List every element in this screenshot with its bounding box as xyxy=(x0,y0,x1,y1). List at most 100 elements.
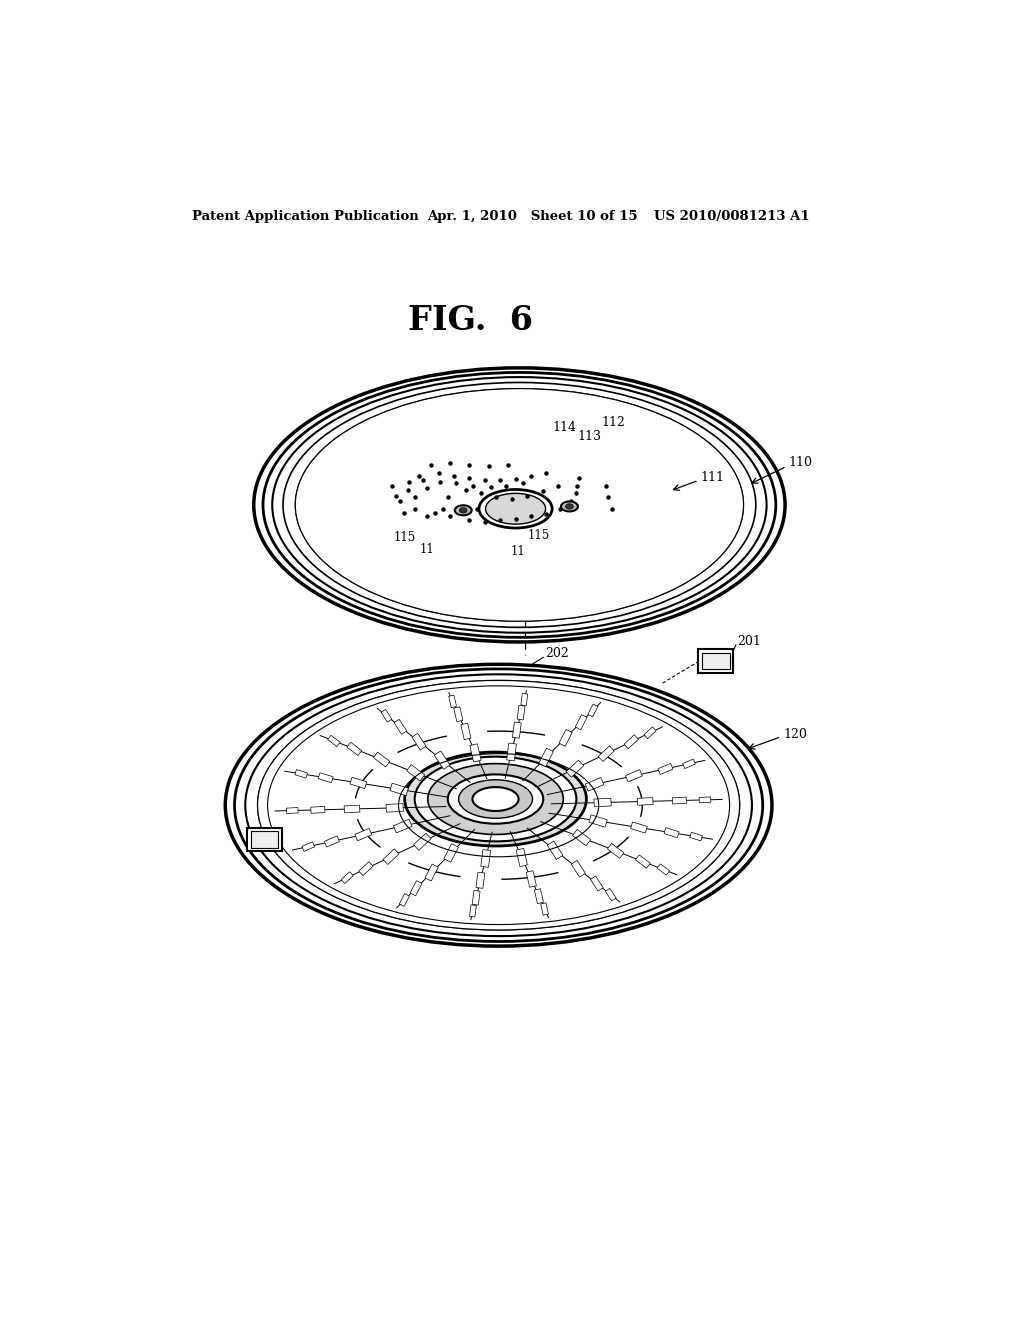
Text: 113: 113 xyxy=(578,430,601,444)
Bar xyxy=(383,849,399,865)
Bar xyxy=(399,894,410,907)
Text: 11: 11 xyxy=(420,543,435,556)
Bar xyxy=(637,797,653,805)
Ellipse shape xyxy=(479,490,552,528)
Text: 114: 114 xyxy=(553,421,577,434)
Bar xyxy=(591,876,603,891)
Bar xyxy=(607,843,624,858)
Bar xyxy=(626,770,642,781)
Text: 120: 120 xyxy=(783,727,807,741)
Bar xyxy=(566,760,584,777)
Bar xyxy=(535,888,544,904)
Bar xyxy=(636,855,650,869)
Ellipse shape xyxy=(447,775,544,824)
Bar xyxy=(512,722,521,738)
Ellipse shape xyxy=(561,502,578,511)
Ellipse shape xyxy=(428,763,563,834)
Bar xyxy=(631,822,647,833)
Bar xyxy=(598,746,614,762)
Bar xyxy=(328,735,340,747)
Bar xyxy=(341,871,353,883)
Ellipse shape xyxy=(459,780,532,818)
Bar xyxy=(449,696,457,708)
Bar xyxy=(374,752,390,767)
Bar xyxy=(325,836,339,847)
Text: 115: 115 xyxy=(394,531,416,544)
FancyBboxPatch shape xyxy=(698,649,733,673)
Ellipse shape xyxy=(258,681,739,929)
Bar xyxy=(541,903,549,915)
Bar xyxy=(425,865,438,880)
Bar xyxy=(381,709,392,722)
Bar xyxy=(624,735,638,748)
Bar xyxy=(507,743,516,760)
Bar xyxy=(547,841,563,859)
Ellipse shape xyxy=(415,756,577,841)
Bar xyxy=(311,807,325,813)
Bar xyxy=(586,777,604,791)
Bar xyxy=(472,891,480,906)
Bar xyxy=(355,829,372,841)
Ellipse shape xyxy=(565,504,573,510)
Bar xyxy=(539,748,553,767)
Bar xyxy=(588,704,598,717)
Text: US 2010/0081213 A1: US 2010/0081213 A1 xyxy=(654,210,810,223)
Text: 111: 111 xyxy=(700,471,724,484)
Bar xyxy=(559,730,572,746)
Text: 11: 11 xyxy=(511,545,525,557)
Bar xyxy=(394,719,407,734)
Bar xyxy=(390,783,409,796)
Bar xyxy=(683,759,695,768)
Text: 202: 202 xyxy=(368,851,391,865)
Bar xyxy=(443,843,459,862)
Text: Patent Application Publication: Patent Application Publication xyxy=(193,210,419,223)
Bar xyxy=(571,861,586,876)
Bar xyxy=(575,714,587,730)
Bar xyxy=(347,742,361,755)
Bar xyxy=(318,772,333,783)
Ellipse shape xyxy=(455,506,472,515)
Ellipse shape xyxy=(295,388,743,622)
Bar xyxy=(407,764,425,781)
Bar xyxy=(664,828,679,838)
Bar xyxy=(434,751,450,770)
Ellipse shape xyxy=(460,508,467,513)
Bar xyxy=(481,850,490,867)
Bar xyxy=(358,862,373,875)
Bar xyxy=(411,880,422,896)
FancyBboxPatch shape xyxy=(701,653,730,669)
Text: FIG.  6: FIG. 6 xyxy=(408,304,532,337)
Bar xyxy=(517,705,525,719)
Bar xyxy=(521,693,527,706)
Bar xyxy=(302,842,314,851)
Bar xyxy=(605,888,616,902)
Bar xyxy=(470,743,481,762)
Bar xyxy=(572,829,591,846)
Text: 202: 202 xyxy=(545,647,568,660)
Bar xyxy=(470,904,476,917)
Bar xyxy=(454,706,463,722)
Bar xyxy=(589,814,607,828)
Bar xyxy=(594,799,611,807)
Ellipse shape xyxy=(472,787,518,810)
Bar xyxy=(393,820,412,833)
Text: 110: 110 xyxy=(788,455,813,469)
Ellipse shape xyxy=(295,388,743,622)
Bar xyxy=(386,804,403,812)
Bar xyxy=(657,763,673,775)
Bar xyxy=(350,777,367,788)
Bar xyxy=(516,849,527,867)
Bar xyxy=(461,723,471,739)
Bar xyxy=(699,797,711,803)
Bar xyxy=(644,727,656,739)
Bar xyxy=(657,863,670,875)
Bar xyxy=(414,833,431,850)
Bar xyxy=(690,833,702,841)
Bar xyxy=(673,797,686,804)
Text: 201: 201 xyxy=(255,828,280,841)
Ellipse shape xyxy=(225,664,772,946)
Bar xyxy=(287,808,298,813)
Text: 115: 115 xyxy=(528,529,550,543)
Text: 112: 112 xyxy=(602,416,626,429)
Ellipse shape xyxy=(404,752,587,846)
